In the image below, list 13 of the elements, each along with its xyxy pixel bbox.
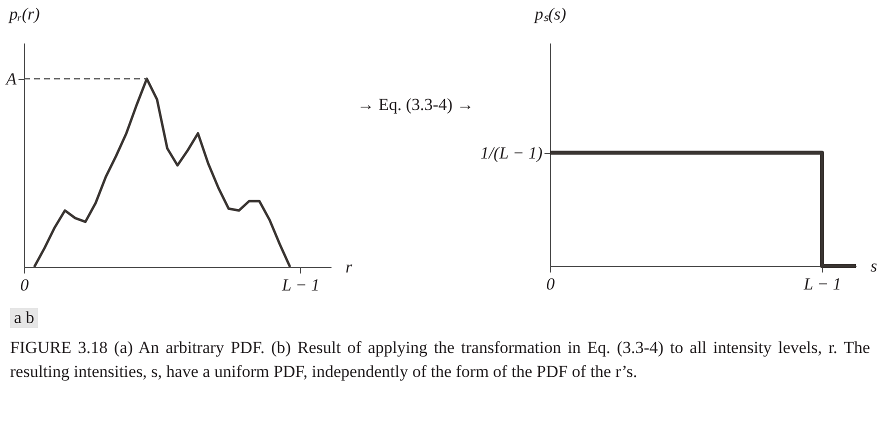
ref-line-label: A [5, 69, 18, 88]
x-tick-label: L − 1 [280, 276, 320, 294]
text: → Eq. (3.3-4) → [357, 94, 474, 115]
x-tick-label: 0 [546, 274, 556, 294]
text: a b [10, 308, 38, 328]
caption: FIGURE 3.18 (a) An arbitrary PDF. (b) Result of applying the transformation in Eq. (3.3-4) to all intensity levels, r. The resulting intensities, s, have a uniform PDF, independently of the form of the PDF of the r’s. [10, 337, 870, 383]
y-axis-title: pₛ(s) [534, 4, 567, 24]
x-tick-label: 0 [20, 276, 30, 294]
y-axis-title: pᵣ(r) [8, 4, 40, 24]
text: 1/(L − 1) [480, 143, 543, 162]
x-axis-title: r [346, 258, 352, 276]
x-tick-label: L − 1 [802, 274, 842, 294]
x-axis-title: s [870, 256, 878, 276]
